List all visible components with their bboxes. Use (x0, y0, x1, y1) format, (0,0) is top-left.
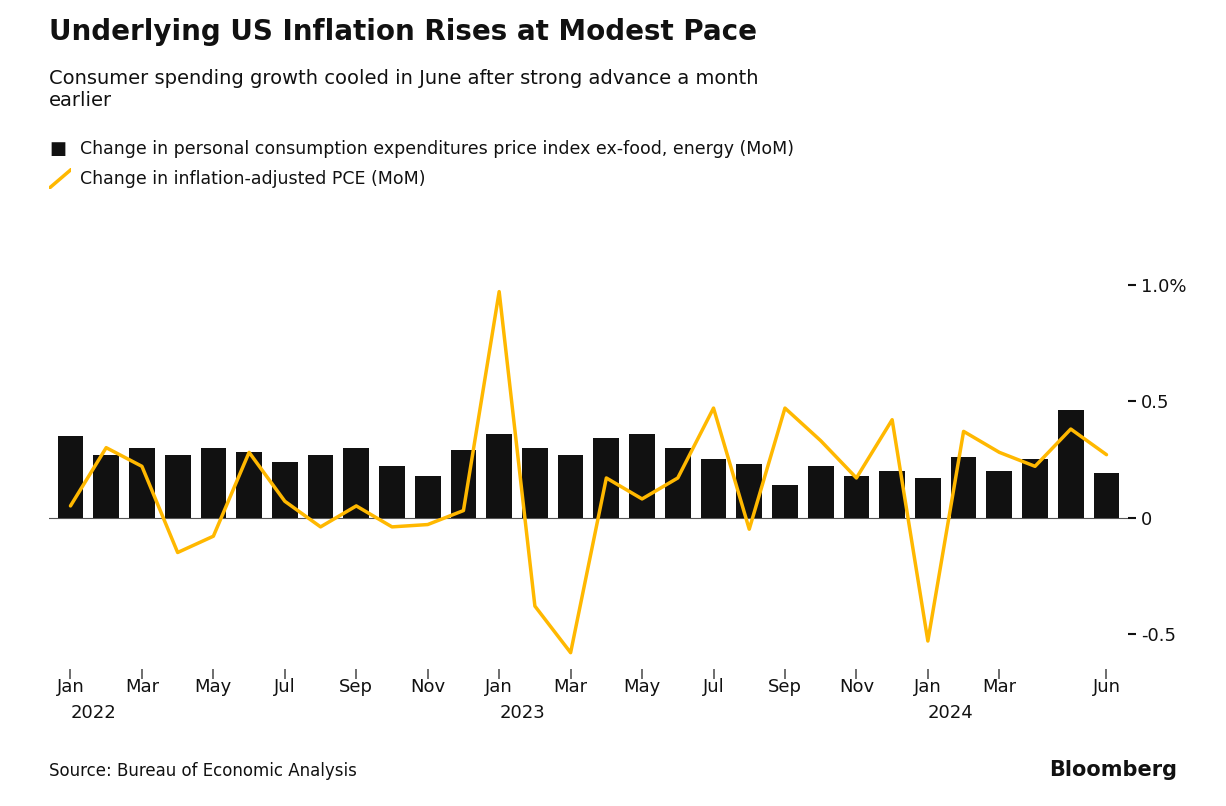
Text: May: May (624, 679, 661, 696)
Bar (987, 471, 1013, 517)
Text: Jan: Jan (485, 679, 512, 696)
Text: Consumer spending growth cooled in June after strong advance a month
earlier: Consumer spending growth cooled in June … (49, 69, 759, 110)
Text: Jul: Jul (273, 679, 295, 696)
Bar (451, 450, 477, 517)
Bar (379, 467, 405, 517)
Bar (1022, 459, 1048, 517)
Bar (737, 464, 763, 517)
Bar (487, 434, 512, 517)
Bar (201, 447, 227, 517)
Bar (93, 455, 119, 517)
Bar (414, 476, 440, 517)
Text: Jun: Jun (1092, 679, 1121, 696)
Bar (808, 467, 834, 517)
Text: Mar: Mar (554, 679, 587, 696)
Text: Mar: Mar (125, 679, 159, 696)
Bar (915, 478, 940, 517)
Text: 2023: 2023 (499, 704, 544, 722)
Bar (522, 447, 548, 517)
Text: Jan: Jan (915, 679, 942, 696)
Bar (237, 452, 262, 517)
Bar (58, 436, 83, 517)
Text: Mar: Mar (982, 679, 1016, 696)
Text: Nov: Nov (411, 679, 445, 696)
Text: 2022: 2022 (70, 704, 116, 722)
Bar (879, 471, 905, 517)
Bar (164, 455, 190, 517)
Bar (558, 455, 584, 517)
Text: 2024: 2024 (928, 704, 973, 722)
Bar (593, 438, 619, 517)
Bar (843, 476, 869, 517)
Bar (772, 485, 798, 517)
Bar (272, 462, 298, 517)
Bar (629, 434, 655, 517)
Text: Underlying US Inflation Rises at Modest Pace: Underlying US Inflation Rises at Modest … (49, 18, 756, 46)
Text: Jul: Jul (702, 679, 725, 696)
Text: May: May (195, 679, 232, 696)
Text: Nov: Nov (839, 679, 874, 696)
Text: Jan: Jan (56, 679, 85, 696)
Bar (308, 455, 333, 517)
Bar (343, 447, 369, 517)
Bar (129, 447, 154, 517)
Text: Sep: Sep (767, 679, 802, 696)
Text: Sep: Sep (340, 679, 373, 696)
Bar (950, 457, 976, 517)
Text: Change in inflation-adjusted PCE (MoM): Change in inflation-adjusted PCE (MoM) (80, 170, 425, 188)
Bar (1058, 410, 1084, 517)
Text: ■: ■ (49, 140, 66, 158)
Text: Source: Bureau of Economic Analysis: Source: Bureau of Economic Analysis (49, 762, 357, 780)
Bar (1094, 473, 1119, 517)
Text: Change in personal consumption expenditures price index ex-food, energy (MoM): Change in personal consumption expenditu… (80, 140, 793, 158)
Bar (664, 447, 690, 517)
Text: Bloomberg: Bloomberg (1049, 760, 1177, 780)
Bar (700, 459, 726, 517)
